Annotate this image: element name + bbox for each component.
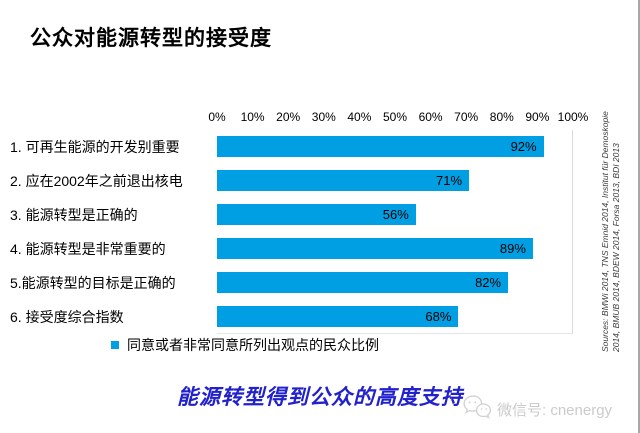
bar: 92% (217, 136, 544, 158)
bar: 68% (217, 305, 459, 327)
bar-value-label: 92% (510, 139, 537, 155)
bar: 89% (217, 237, 533, 259)
bar-value-label: 82% (475, 274, 502, 290)
source-note: Sources: BMWi 2014, TNS Emnid 2014, Inst… (600, 90, 622, 352)
bar-value-label: 56% (382, 207, 409, 223)
category-label: 6. 接受度综合指数 (10, 309, 124, 325)
footer-headline: 能源转型得到公众的高度支持 (177, 386, 463, 409)
bar-value-label: 71% (436, 173, 463, 189)
bar: 71% (217, 170, 470, 192)
legend: 同意或者非常同意所列出观点的民众比例 (111, 337, 379, 353)
bar: 56% (217, 204, 416, 226)
x-axis-tick: 70% (454, 110, 479, 124)
wechat-icon (462, 394, 492, 424)
x-axis-tick: 50% (382, 110, 408, 124)
bar-row: 92% (217, 130, 572, 164)
bar-value-label: 89% (499, 240, 526, 256)
plot-area: 92% 71% 56% 89% 82% 68% (217, 130, 573, 334)
x-axis: 0% 10% 20% 30% 40% 50% 60% 70% 80% 90% 100% (208, 110, 588, 126)
x-axis-tick: 80% (489, 110, 514, 124)
bar-row: 56% (217, 198, 572, 232)
bar-row: 82% (217, 265, 572, 299)
source-note-line1: Sources: BMWi 2014, TNS Emnid 2014, Inst… (600, 111, 610, 352)
x-axis-tick: 90% (525, 110, 550, 124)
x-axis-tick: 30% (311, 110, 336, 124)
watermark: 微信号: cnenergy (462, 394, 612, 424)
bar-row: 89% (217, 231, 572, 265)
source-note-line2: 2014, BMUB 2014, BDEW 2014, Forsa 2013, … (611, 143, 621, 352)
category-labels: 1. 可再生能源的开发别重要 2. 应在2002年之前退出核电 3. 能源转型是正确… (10, 130, 210, 334)
category-label: 1. 可再生能源的开发别重要 (10, 139, 180, 155)
bar-value-label: 68% (425, 308, 452, 324)
x-axis-tick: 40% (347, 110, 372, 124)
legend-marker (111, 341, 119, 349)
x-axis-tick: 0% (208, 110, 226, 124)
x-axis-tick: 10% (240, 110, 265, 124)
x-axis-tick: 60% (418, 110, 443, 124)
category-label: 5.能源转型的目标是正确的 (10, 275, 176, 291)
category-label: 3. 能源转型是正确的 (10, 207, 138, 223)
watermark-text: 微信号: cnenergy (497, 401, 613, 419)
category-label: 4. 能源转型是非常重要的 (10, 241, 166, 257)
x-axis-tick: 100% (557, 110, 589, 124)
x-axis-tick: 20% (276, 110, 301, 124)
legend-label: 同意或者非常同意所列出观点的民众比例 (127, 337, 379, 353)
bar-row: 68% (217, 299, 572, 333)
bar: 82% (217, 271, 509, 293)
category-label: 2. 应在2002年之前退出核电 (10, 173, 183, 189)
page-title: 公众对能源转型的接受度 (30, 27, 272, 50)
bar-row: 71% (217, 164, 572, 198)
